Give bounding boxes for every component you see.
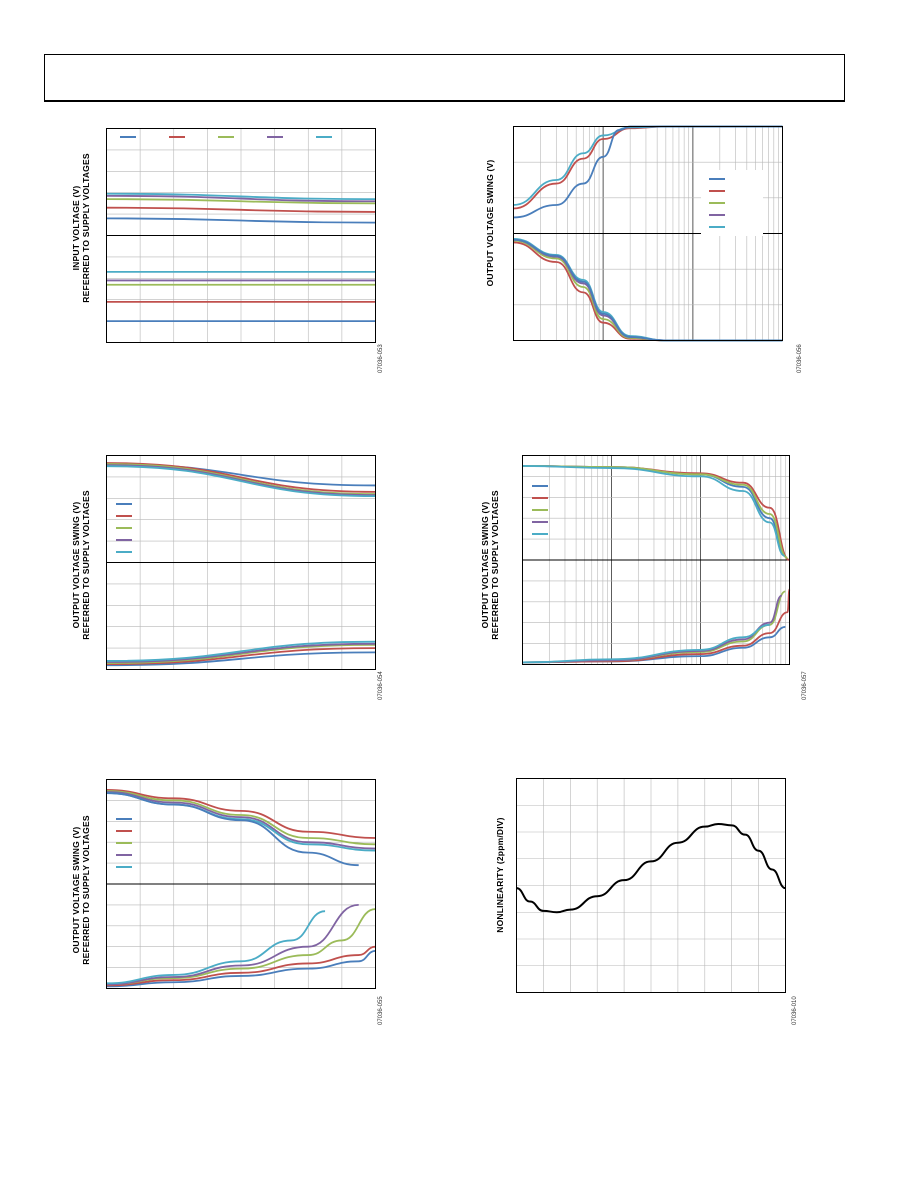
plot-swing-vs-frequency (513, 125, 783, 342)
plot-frame (106, 455, 376, 670)
plot-frame (513, 126, 783, 341)
series-line-6 (106, 949, 376, 988)
ylabel-nonlinearity: NONLINEARITY (2ppm/DIV) (495, 725, 505, 1025)
plot-input-voltage (106, 128, 376, 343)
series-line-4 (106, 195, 376, 203)
series-line-3 (106, 791, 376, 850)
plot-frame (522, 455, 790, 665)
figure-id-055: 07036-055 (378, 996, 384, 1025)
plot-swing-linear (106, 455, 376, 670)
ylabel-swing-vs-frequency: OUTPUT VOLTAGE SWING (V) (485, 73, 495, 373)
series-line-10 (106, 910, 326, 985)
series-line-1 (106, 789, 376, 839)
ylabel-line2: REFERRED TO SUPPLY VOLTAGES (81, 153, 91, 303)
ylabel-line1: OUTPUT VOLTAGE SWING (V) (71, 501, 81, 629)
legend (532, 485, 548, 535)
plot-nonlinearity (516, 778, 786, 993)
series-line-2 (522, 465, 790, 561)
ylabel-line1: INPUT VOLTAGE (V) (71, 185, 81, 271)
series-line-2 (106, 462, 376, 493)
ylabel-line1: OUTPUT VOLTAGE SWING (V) (480, 501, 490, 629)
series-line-9 (522, 623, 770, 664)
series-line-4 (106, 464, 376, 496)
page-header-frame (44, 54, 845, 102)
series-line-8 (106, 643, 376, 664)
ylabel-input-voltage: INPUT VOLTAGE (V) REFERRED TO SUPPLY VOL… (71, 78, 91, 378)
series-line-3 (106, 463, 376, 495)
chart-panel-swing-log: OUTPUT VOLTAGE SWING (V) REFERRED TO SUP… (470, 445, 810, 715)
plot-swing-log (522, 455, 791, 665)
series-line-7 (106, 647, 376, 666)
ylabel-swing-log: OUTPUT VOLTAGE SWING (V) REFERRED TO SUP… (480, 415, 500, 715)
ylabel-line1: NONLINEARITY (2ppm/DIV) (495, 817, 505, 933)
ylabel-line1: OUTPUT VOLTAGE SWING (V) (71, 826, 81, 954)
series-line-6 (522, 588, 791, 664)
series-line-5 (106, 192, 376, 201)
ylabel-line2: REFERRED TO SUPPLY VOLTAGES (81, 490, 91, 640)
figure-id-010: 07036-010 (792, 996, 798, 1025)
series-line-5 (106, 792, 359, 867)
legend (701, 170, 763, 236)
series-line-3 (106, 198, 376, 205)
plot-frame (516, 778, 786, 993)
series-line-5 (106, 465, 376, 498)
plot-swing-current (106, 779, 376, 989)
ylabel-swing-current: OUTPUT VOLTAGE SWING (V) REFERRED TO SUP… (71, 740, 91, 1040)
series-line-3 (522, 465, 788, 559)
plot-frame (106, 128, 376, 343)
ylabel-swing-linear: OUTPUT VOLTAGE SWING (V) REFERRED TO SUP… (71, 415, 91, 715)
figure-id-053: 07036-053 (378, 344, 384, 373)
chart-panel-swing-linear: OUTPUT VOLTAGE SWING (V) REFERRED TO SUP… (56, 445, 396, 715)
chart-panel-nonlinearity: NONLINEARITY (2ppm/DIV) 07036-010 (470, 770, 810, 1040)
figure-id-056: 07036-056 (797, 344, 803, 373)
series-line-7 (513, 237, 783, 342)
series-line-8 (513, 238, 783, 342)
legend (116, 503, 132, 553)
series-line-2 (106, 790, 376, 846)
chart-panel-input-voltage: INPUT VOLTAGE (V) REFERRED TO SUPPLY VOL… (56, 118, 396, 388)
figure-id-057: 07036-057 (802, 671, 808, 700)
chart-panel-swing-current: OUTPUT VOLTAGE SWING (V) REFERRED TO SUP… (56, 770, 396, 1040)
series-line-4 (522, 465, 785, 557)
series-line-1 (516, 822, 786, 914)
series-line-9 (106, 642, 376, 663)
grid (516, 778, 786, 993)
chart-panel-swing-vs-frequency: OUTPUT VOLTAGE SWING (V) 07036-056 (470, 118, 810, 388)
figure-id-054: 07036-054 (378, 671, 384, 700)
ylabel-line2: REFERRED TO SUPPLY VOLTAGES (81, 815, 91, 965)
series-line-6 (106, 651, 376, 667)
plot-frame (106, 779, 376, 989)
series-line-10 (106, 640, 376, 662)
series-line-2 (106, 206, 376, 213)
series-line-7 (106, 945, 376, 987)
legend (116, 818, 132, 868)
series-line-1 (106, 217, 376, 224)
ylabel-line1: OUTPUT VOLTAGE SWING (V) (485, 159, 495, 287)
series-line-9 (106, 904, 359, 986)
series-line-8 (106, 908, 376, 986)
ylabel-line2: REFERRED TO SUPPLY VOLTAGES (490, 490, 500, 640)
